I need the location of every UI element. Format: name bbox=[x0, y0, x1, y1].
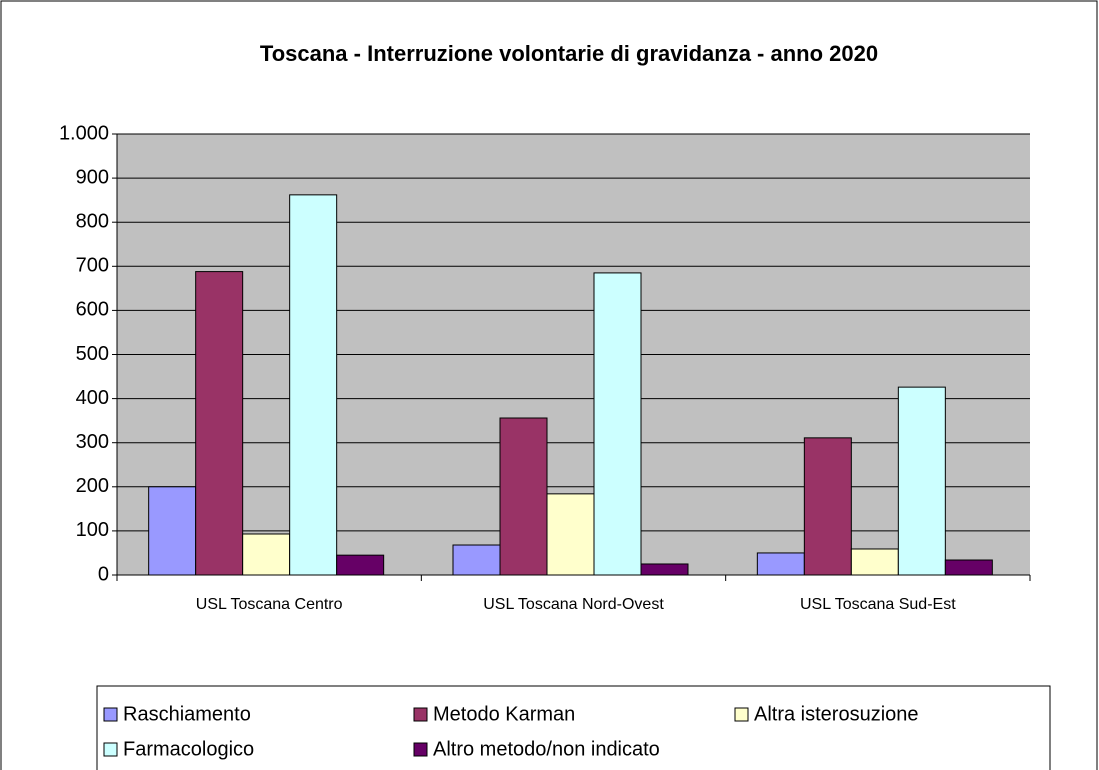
bar bbox=[897, 386, 946, 576]
legend-label: Altra isterosuzione bbox=[754, 703, 919, 725]
y-tick-label: 200 bbox=[76, 475, 109, 497]
y-tick-label: 800 bbox=[76, 210, 109, 232]
x-tick-label: USL Toscana Nord-Ovest bbox=[483, 596, 664, 613]
bar bbox=[944, 559, 993, 576]
y-tick-label: 900 bbox=[76, 166, 109, 188]
y-tick-label: 100 bbox=[76, 519, 109, 541]
bar bbox=[803, 437, 852, 576]
legend-swatch bbox=[413, 742, 428, 757]
y-tick-label: 0 bbox=[98, 563, 109, 585]
legend-swatch bbox=[103, 707, 118, 722]
legend-box bbox=[96, 685, 1051, 770]
bar bbox=[640, 563, 689, 576]
legend-label: Raschiamento bbox=[123, 703, 251, 725]
bar bbox=[756, 552, 805, 576]
bar bbox=[452, 544, 501, 576]
legend-swatch bbox=[103, 742, 118, 757]
legend-label: Metodo Karman bbox=[433, 703, 575, 725]
legend-label: Farmacologico bbox=[123, 738, 254, 760]
bar bbox=[499, 417, 548, 576]
x-tick-label: USL Toscana Centro bbox=[196, 596, 343, 613]
y-tick-label: 300 bbox=[76, 431, 109, 453]
bar bbox=[850, 548, 899, 576]
bar bbox=[148, 486, 197, 576]
bar bbox=[546, 493, 595, 576]
legend-swatch bbox=[734, 707, 749, 722]
bar bbox=[242, 533, 291, 576]
legend-label: Altro metodo/non indicato bbox=[433, 738, 660, 760]
chart-title: Toscana - Interruzione volontarie di gra… bbox=[260, 41, 878, 66]
y-tick-label: 400 bbox=[76, 387, 109, 409]
x-tick-label: USL Toscana Sud-Est bbox=[800, 596, 956, 613]
y-tick-label: 500 bbox=[76, 343, 109, 365]
y-tick-label: 700 bbox=[76, 255, 109, 277]
bar bbox=[593, 272, 642, 576]
bar bbox=[289, 194, 338, 576]
bar bbox=[195, 271, 244, 576]
legend-swatch bbox=[413, 707, 428, 722]
y-tick-label: 600 bbox=[76, 299, 109, 321]
y-tick-label: 1.000 bbox=[59, 122, 109, 144]
bar bbox=[336, 554, 385, 576]
